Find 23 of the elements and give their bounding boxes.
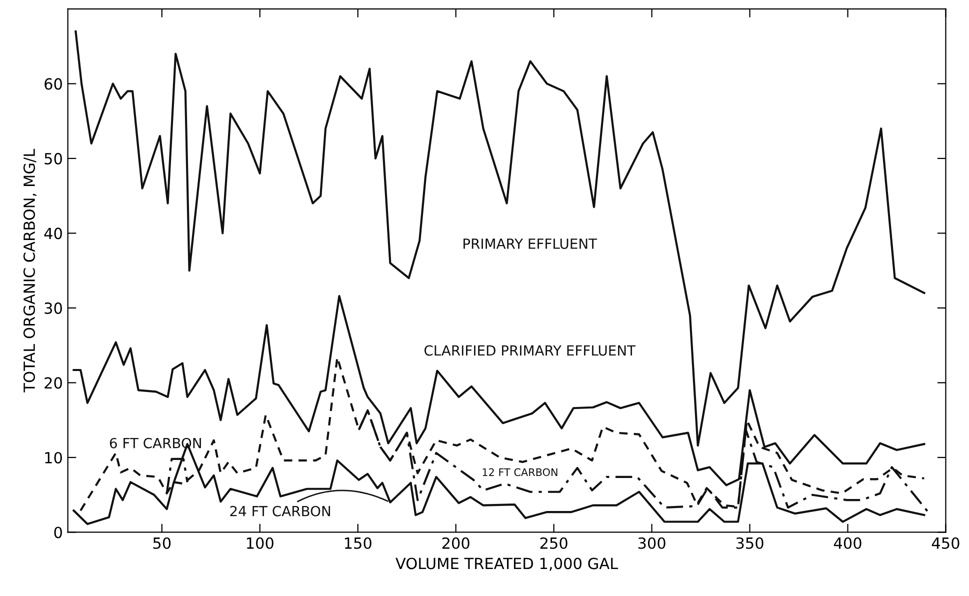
x-tick-label: 350 <box>736 537 764 549</box>
y-tick-label: 0 <box>54 526 62 538</box>
series-label: 6 FT CARBON <box>110 438 201 448</box>
series-label: CLARIFIED PRIMARY EFFLUENT <box>424 345 636 356</box>
x-tick-label: 150 <box>344 537 372 549</box>
text: PRIMARY EFFLUENT <box>464 238 598 249</box>
y-tick-label: 60 <box>44 78 62 90</box>
series-label: 12 FT CARBON <box>482 468 558 476</box>
x-tick-label: 100 <box>246 537 274 549</box>
y-tick-label: 40 <box>44 228 62 240</box>
x-axis-title: VOLUME TREATED 1,000 GAL <box>396 558 618 571</box>
x-tick-label: 50 <box>153 537 171 549</box>
y-tick-label: 10 <box>45 452 62 464</box>
x-tick-label: 200 <box>442 537 470 549</box>
x-tick-label: 250 <box>540 537 568 549</box>
x-tick-label: 300 <box>638 537 666 549</box>
series-label: 24 FT CARBON <box>230 506 330 516</box>
y-tick-label: 20 <box>44 377 62 389</box>
x-tick-label: 450 <box>932 537 960 549</box>
y-axis-title: TOTAL ORGANIC CARBON, MG/L <box>23 148 37 392</box>
y-tick-label: 30 <box>44 302 62 314</box>
y-tick-label: 50 <box>44 152 62 164</box>
x-tick-label: 400 <box>834 537 862 549</box>
